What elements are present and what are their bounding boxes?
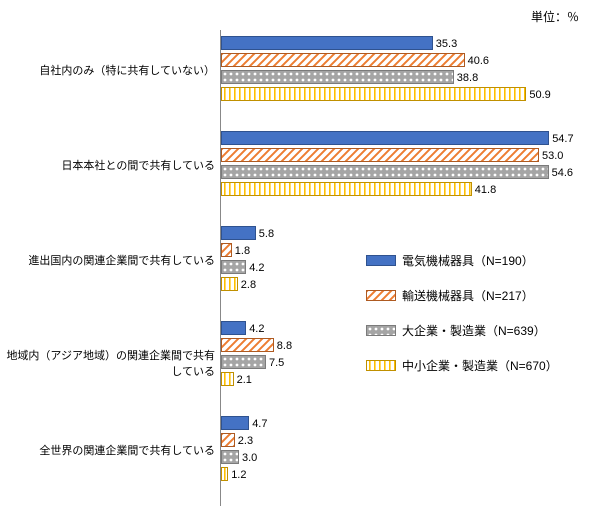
bar: 4.7 xyxy=(221,416,249,430)
legend-swatch xyxy=(366,325,396,336)
bar-value-label: 50.9 xyxy=(529,88,550,102)
bar-value-label: 54.6 xyxy=(552,166,573,180)
legend-swatch xyxy=(366,255,396,266)
legend-item: 大企業・製造業（N=639） xyxy=(366,322,591,339)
legend-label: 電気機械器具（N=190） xyxy=(402,252,534,269)
bar: 7.5 xyxy=(221,355,266,369)
bar-value-label: 2.1 xyxy=(237,373,252,387)
legend-swatch xyxy=(366,360,396,371)
legend: 電気機械器具（N=190） 輸送機械器具（N=217） 大企業・製造業（N=639）… xyxy=(366,252,591,392)
bar-value-label: 2.8 xyxy=(241,278,256,292)
bar-value-label: 5.8 xyxy=(259,227,274,241)
bar-value-label: 4.2 xyxy=(249,261,264,275)
bar: 4.2 xyxy=(221,260,246,274)
category-label: 日本本社との間で共有している xyxy=(5,157,215,173)
legend-label: 大企業・製造業（N=639） xyxy=(402,322,546,339)
category-label: 地域内（アジア地域）の関連企業間で共有している xyxy=(5,347,215,379)
legend-item: 電気機械器具（N=190） xyxy=(366,252,591,269)
bar-value-label: 4.7 xyxy=(252,417,267,431)
bar: 1.2 xyxy=(221,467,228,481)
bar: 1.8 xyxy=(221,243,232,257)
legend-item: 中小企業・製造業（N=670） xyxy=(366,357,591,374)
bar-value-label: 35.3 xyxy=(436,37,457,51)
legend-label: 輸送機械器具（N=217） xyxy=(402,287,534,304)
category-label: 進出国内の関連企業間で共有している xyxy=(5,252,215,268)
legend-item: 輸送機械器具（N=217） xyxy=(366,287,591,304)
chart-container: 単位：％ 35.3 40.6 38.8 50.9 54.7 53.0 54.6 41.8 5.8… xyxy=(0,0,603,516)
bar: 2.8 xyxy=(221,277,238,291)
bar-value-label: 8.8 xyxy=(277,339,292,353)
bar-value-label: 4.2 xyxy=(249,322,264,336)
bar: 40.6 xyxy=(221,53,465,67)
bar: 53.0 xyxy=(221,148,539,162)
bar-value-label: 54.7 xyxy=(552,132,573,146)
category-label: 全世界の関連企業間で共有している xyxy=(5,442,215,458)
bar-value-label: 3.0 xyxy=(242,451,257,465)
bar: 50.9 xyxy=(221,87,526,101)
bar-value-label: 1.8 xyxy=(235,244,250,258)
bar: 2.3 xyxy=(221,433,235,447)
bar-value-label: 38.8 xyxy=(457,71,478,85)
bar: 5.8 xyxy=(221,226,256,240)
bar: 4.2 xyxy=(221,321,246,335)
bar: 54.6 xyxy=(221,165,549,179)
legend-swatch xyxy=(366,290,396,301)
bar-value-label: 40.6 xyxy=(468,54,489,68)
bar-value-label: 41.8 xyxy=(475,183,496,197)
bar-value-label: 53.0 xyxy=(542,149,563,163)
bar-value-label: 2.3 xyxy=(238,434,253,448)
unit-label: 単位：％ xyxy=(531,8,579,25)
bar: 3.0 xyxy=(221,450,239,464)
legend-label: 中小企業・製造業（N=670） xyxy=(402,357,558,374)
category-label: 自社内のみ（特に共有していない） xyxy=(5,62,215,78)
bar-value-label: 7.5 xyxy=(269,356,284,370)
bar: 35.3 xyxy=(221,36,433,50)
bar: 54.7 xyxy=(221,131,549,145)
bar-value-label: 1.2 xyxy=(231,468,246,482)
bar: 2.1 xyxy=(221,372,234,386)
bar: 8.8 xyxy=(221,338,274,352)
bar: 41.8 xyxy=(221,182,472,196)
bar: 38.8 xyxy=(221,70,454,84)
